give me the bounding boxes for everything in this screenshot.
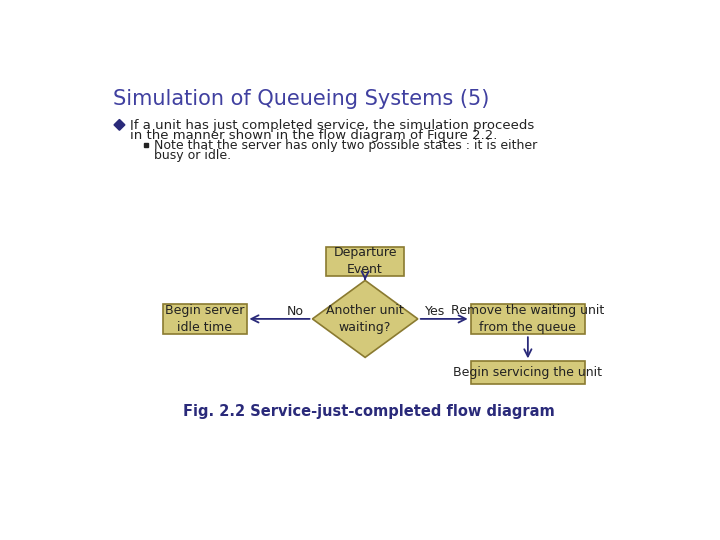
Text: No: No [287, 306, 304, 319]
Text: Begin server
idle time: Begin server idle time [165, 304, 244, 334]
Bar [144, 143, 148, 147]
Text: busy or idle.: busy or idle. [154, 150, 231, 163]
Text: Fig. 2.2 Service-just-completed flow diagram: Fig. 2.2 Service-just-completed flow dia… [183, 404, 555, 419]
Text: Remove the waiting unit
from the queue: Remove the waiting unit from the queue [451, 304, 605, 334]
Polygon shape [114, 119, 125, 130]
Text: Simulation of Queueing Systems (5): Simulation of Queueing Systems (5) [113, 90, 490, 110]
Polygon shape [312, 280, 418, 357]
Text: Yes: Yes [425, 306, 445, 319]
Text: Departure
Event: Departure Event [333, 246, 397, 276]
Text: Note that the server has only two possible states : it is either: Note that the server has only two possib… [154, 139, 538, 152]
FancyBboxPatch shape [471, 361, 585, 384]
FancyBboxPatch shape [471, 303, 585, 334]
FancyBboxPatch shape [326, 247, 404, 276]
Text: Another unit
waiting?: Another unit waiting? [326, 304, 404, 334]
Text: If a unit has just completed service, the simulation proceeds: If a unit has just completed service, th… [130, 119, 534, 132]
Text: Begin servicing the unit: Begin servicing the unit [454, 366, 603, 379]
Text: in the manner shown in the flow diagram of Figure 2.2.: in the manner shown in the flow diagram … [130, 130, 498, 143]
FancyBboxPatch shape [163, 303, 246, 334]
